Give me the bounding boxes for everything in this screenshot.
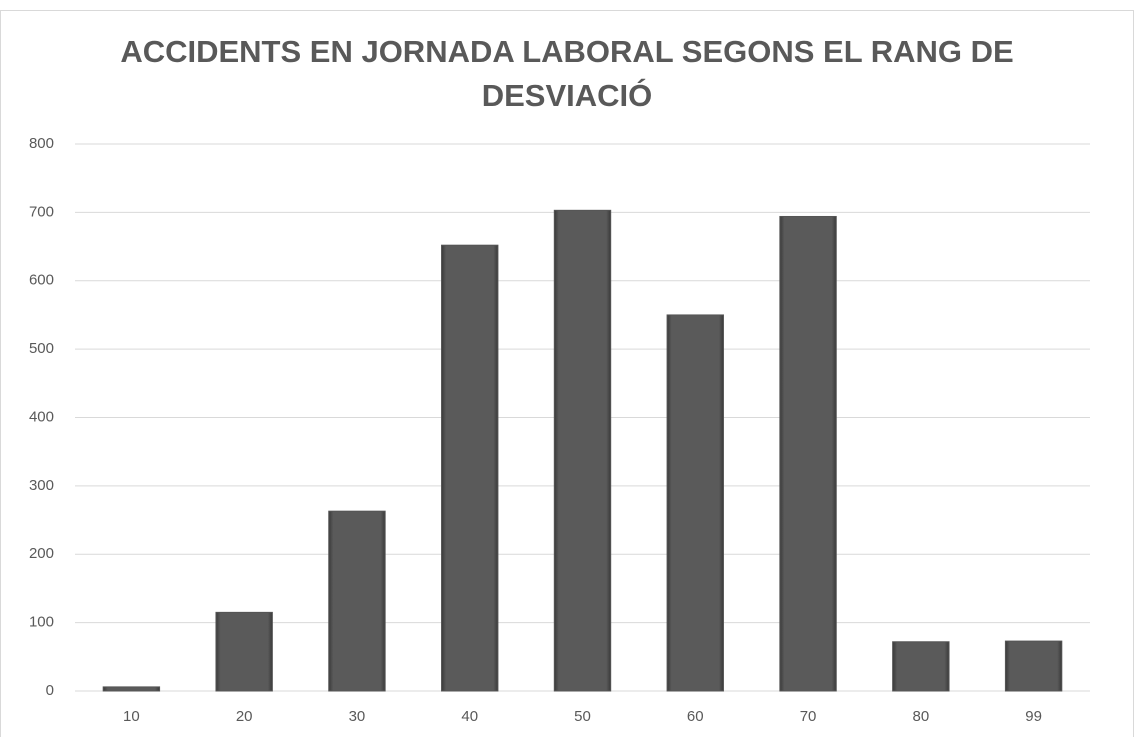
chart-border	[0, 10, 1134, 737]
x-tick-label: 40	[461, 708, 478, 725]
bar	[328, 510, 386, 692]
y-tick-label: 200	[29, 545, 54, 562]
bar	[666, 314, 724, 692]
x-tick-label: 30	[349, 708, 366, 725]
y-tick-label: 300	[29, 477, 54, 494]
y-tick-label: 600	[29, 272, 54, 289]
y-tick-label: 0	[46, 682, 54, 699]
x-tick-label: 80	[912, 708, 929, 725]
bar	[892, 641, 950, 692]
chart-title: ACCIDENTS EN JORNADA LABORAL SEGONS EL R…	[120, 34, 1014, 113]
x-tick-label: 99	[1025, 708, 1042, 725]
bar	[102, 686, 161, 692]
y-tick-label: 700	[29, 203, 54, 220]
y-tick-label: 500	[29, 340, 54, 357]
bar	[441, 244, 499, 692]
x-tick-label: 20	[236, 708, 253, 725]
bar	[215, 611, 273, 692]
x-tick-label: 10	[123, 708, 140, 725]
y-tick-label: 400	[29, 408, 54, 425]
x-tick-label: 60	[687, 708, 704, 725]
y-tick-label: 800	[29, 135, 54, 152]
bar	[553, 209, 612, 692]
x-tick-label: 50	[574, 708, 591, 725]
bar	[1004, 640, 1063, 692]
bar	[779, 215, 837, 692]
y-tick-label: 100	[29, 614, 54, 631]
x-tick-label: 70	[800, 708, 817, 725]
